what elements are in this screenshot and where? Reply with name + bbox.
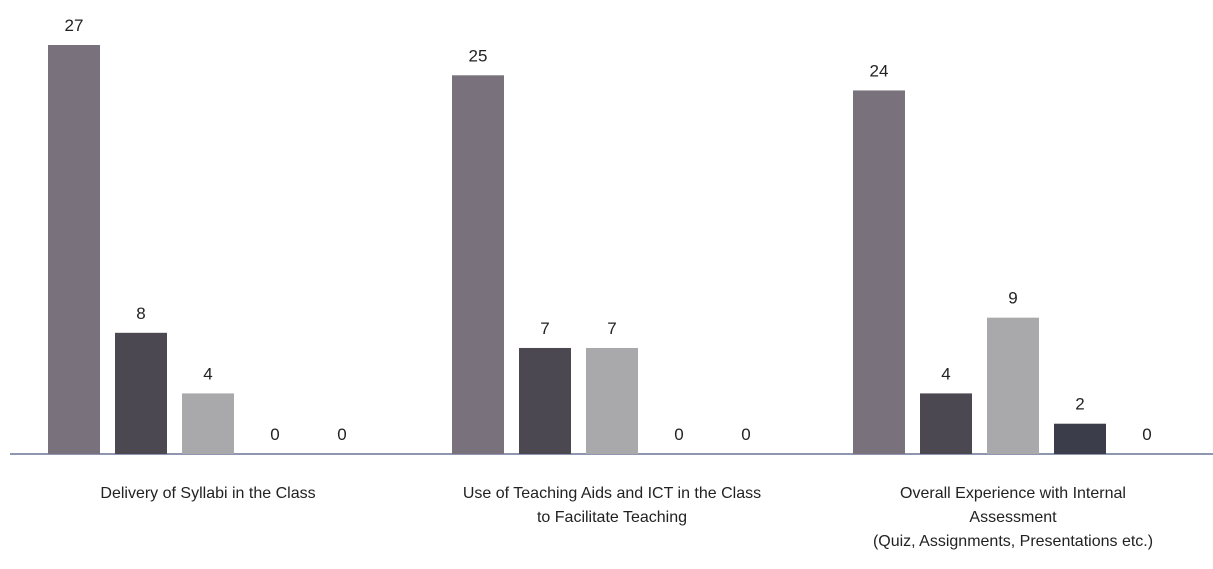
value-label: 27 (65, 16, 84, 35)
value-label: 0 (1142, 425, 1151, 444)
value-label: 25 (469, 46, 488, 65)
bar (920, 393, 972, 454)
value-label: 2 (1075, 395, 1084, 414)
category-label: Delivery of Syllabi in the Class (100, 485, 316, 502)
value-label: 7 (540, 319, 549, 338)
category-label: Overall Experience with Internal Assessm… (872, 485, 1154, 550)
bar (987, 317, 1039, 454)
value-label: 0 (674, 425, 683, 444)
bar (452, 75, 504, 454)
value-label: 7 (607, 319, 616, 338)
bar (1054, 423, 1106, 454)
bar (182, 393, 234, 454)
value-label: 24 (870, 61, 889, 80)
bar (519, 347, 571, 454)
bar (115, 332, 167, 454)
value-label: 9 (1008, 289, 1017, 308)
bar (853, 90, 905, 454)
value-label: 0 (270, 425, 279, 444)
category-label: Use of Teaching Aids and ICT in the Clas… (462, 485, 762, 526)
value-label: 0 (337, 425, 346, 444)
bar (586, 347, 638, 454)
value-label: 8 (136, 304, 145, 323)
value-label: 0 (741, 425, 750, 444)
bar (48, 45, 100, 454)
value-label: 4 (203, 364, 212, 383)
value-label: 4 (941, 364, 950, 383)
